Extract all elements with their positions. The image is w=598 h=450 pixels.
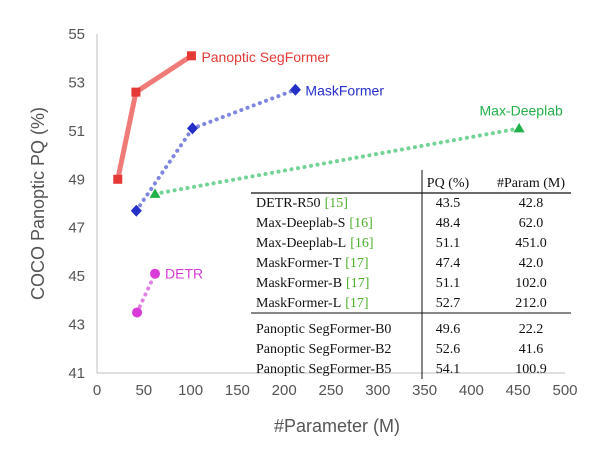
table-pq-cell: 47.4 xyxy=(436,256,461,271)
table-row: Panoptic SegFormer-B2 52.6 41.6 xyxy=(256,342,543,357)
maskformer-label: MaskFormer xyxy=(305,83,384,99)
axes: 41 43 45 47 49 51 53 55 0 50 100 150 200 250 300 350 400… xyxy=(28,26,578,436)
y-tick-label: 41 xyxy=(68,365,85,382)
series-labels: Panoptic SegFormer MaskFormer Max-Deeplab D… xyxy=(165,49,563,282)
panoptic-segformer-point xyxy=(113,174,123,184)
detr-point xyxy=(150,268,161,279)
panoptic-segformer-point xyxy=(131,87,141,97)
x-tick-label: 350 xyxy=(412,382,437,399)
table-row: Panoptic SegFormer-B5 54.1 100.9 xyxy=(256,362,547,377)
model-name: MaskFormer-B xyxy=(256,276,342,291)
y-tick-label: 51 xyxy=(68,123,85,140)
max-deeplab-label: Max-Deeplab xyxy=(480,102,563,118)
citation-ref: [17] xyxy=(345,296,368,311)
table-param-cell: 212.0 xyxy=(515,296,547,311)
table-row: MaskFormer-T [17] 47.4 42.0 xyxy=(256,256,543,271)
x-tick-label: 100 xyxy=(178,382,203,399)
table-param-cell: 41.6 xyxy=(519,342,544,357)
table-pq-cell: 43.5 xyxy=(436,196,461,211)
table-param-cell: 42.8 xyxy=(519,196,544,211)
table-model-cell: Max-Deeplab-S [16] xyxy=(256,216,373,231)
table-row: Max-Deeplab-S [16] 48.4 62.0 xyxy=(256,216,543,231)
y-axis-label: COCO Panoptic PQ (%) xyxy=(28,107,48,300)
model-name: Panoptic SegFormer-B5 xyxy=(256,362,391,377)
x-axis-label: #Parameter (M) xyxy=(274,416,400,436)
model-name: Panoptic SegFormer-B0 xyxy=(256,322,391,337)
table-param-cell: 102.0 xyxy=(515,276,547,291)
detr-point xyxy=(132,307,143,318)
table-row: MaskFormer-B [17] 51.1 102.0 xyxy=(256,276,547,291)
y-tick-label: 49 xyxy=(68,171,85,188)
table-header-param: #Param (M) xyxy=(497,176,565,191)
table-row: DETR-R50 [15] 43.5 42.8 xyxy=(256,196,543,211)
max-deeplab-line xyxy=(153,126,522,196)
citation-ref: [17] xyxy=(346,276,369,291)
citation-ref: [16] xyxy=(349,216,372,231)
citation-ref: [16] xyxy=(350,236,373,251)
table-pq-cell: 49.6 xyxy=(436,322,461,337)
maskformer-point xyxy=(289,83,301,96)
table-param-cell: 22.2 xyxy=(519,322,544,337)
table-model-cell: MaskFormer-B [17] xyxy=(256,276,369,291)
y-tick-label: 53 xyxy=(68,74,85,91)
table-model-cell: Max-Deeplab-L [16] xyxy=(256,236,374,251)
model-name: Max-Deeplab-L xyxy=(256,236,346,251)
table-header-pq: PQ (%) xyxy=(427,176,470,191)
x-tick-label: 200 xyxy=(272,382,297,399)
detr-line xyxy=(135,271,158,315)
table-pq-cell: 48.4 xyxy=(436,216,461,231)
max-deeplab-point xyxy=(513,122,525,133)
y-tick-label: 43 xyxy=(68,317,85,334)
table-model-cell: MaskFormer-T [17] xyxy=(256,256,369,271)
table-model-cell: MaskFormer-L [17] xyxy=(256,296,369,311)
model-name: DETR-R50 xyxy=(256,196,321,211)
max-deeplab-point xyxy=(149,188,161,198)
x-tick-label: 300 xyxy=(365,382,390,399)
table-pq-cell: 52.7 xyxy=(436,296,461,311)
table-param-cell: 451.0 xyxy=(515,236,547,251)
x-tick-label: 150 xyxy=(225,382,250,399)
x-tick-label: 400 xyxy=(459,382,484,399)
panoptic-segformer-line xyxy=(115,53,194,182)
table-row: Panoptic SegFormer-B0 49.6 22.2 xyxy=(256,322,543,337)
panoptic-segformer-point xyxy=(186,51,196,61)
detr-label: DETR xyxy=(165,266,203,282)
series-markers xyxy=(113,51,525,318)
table-model-cell: DETR-R50 [15] xyxy=(256,196,348,211)
table-pq-cell: 52.6 xyxy=(436,342,461,357)
x-tick-label: 450 xyxy=(506,382,531,399)
table-model-cell: Panoptic SegFormer-B5 xyxy=(256,362,391,377)
table-pq-cell: 54.1 xyxy=(436,362,461,377)
table-param-cell: 100.9 xyxy=(515,362,547,377)
panoptic-segformer-label: Panoptic SegFormer xyxy=(201,49,330,65)
table-pq-cell: 51.1 xyxy=(436,236,461,251)
data-table: PQ (%) #Param (M) DETR-R50 [15] 43.5 42.8 Max-… xyxy=(251,170,571,379)
model-name: MaskFormer-L xyxy=(256,296,341,311)
y-tick-label: 55 xyxy=(68,26,85,43)
table-param-cell: 42.0 xyxy=(519,256,544,271)
x-tick-label: 0 xyxy=(93,382,101,399)
x-tick-label: 250 xyxy=(318,382,343,399)
table-row: Max-Deeplab-L [16] 51.1 451.0 xyxy=(256,236,547,251)
citation-ref: [15] xyxy=(325,196,348,211)
model-name: MaskFormer-T xyxy=(256,256,342,271)
table-pq-cell: 51.1 xyxy=(436,276,461,291)
table-model-cell: Panoptic SegFormer-B2 xyxy=(256,342,391,357)
model-name: Panoptic SegFormer-B2 xyxy=(256,342,391,357)
citation-ref: [17] xyxy=(345,256,368,271)
table-row: MaskFormer-L [17] 52.7 212.0 xyxy=(256,296,547,311)
y-tick-label: 47 xyxy=(68,220,85,237)
x-tick-label: 50 xyxy=(135,382,152,399)
table-param-cell: 62.0 xyxy=(519,216,544,231)
maskformer-point xyxy=(186,122,198,135)
table-model-cell: Panoptic SegFormer-B0 xyxy=(256,322,391,337)
x-tick-label: 500 xyxy=(552,382,577,399)
model-name: Max-Deeplab-S xyxy=(256,216,345,231)
maskformer-point xyxy=(130,204,142,217)
y-tick-label: 45 xyxy=(68,268,85,285)
